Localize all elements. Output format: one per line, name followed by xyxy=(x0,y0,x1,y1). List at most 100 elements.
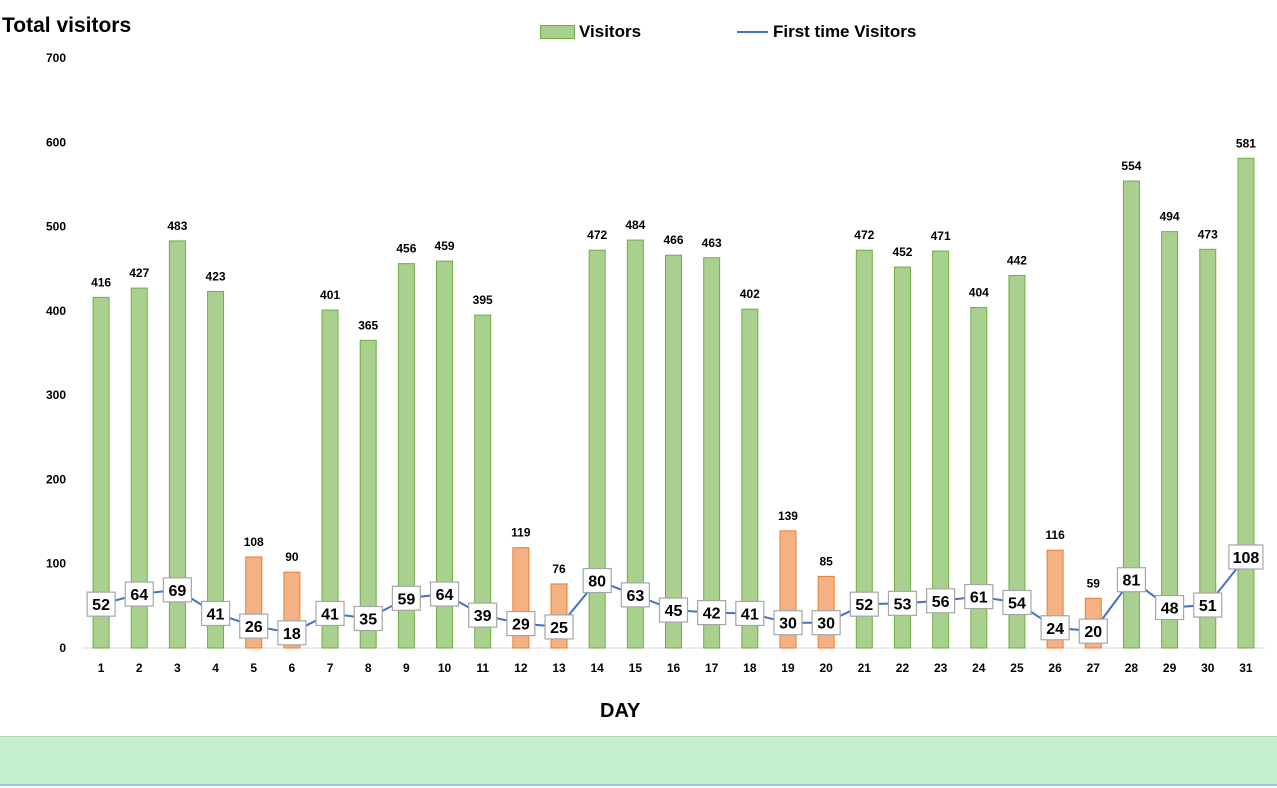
x-tick-label: 27 xyxy=(1087,661,1101,675)
bar-value-label: 395 xyxy=(473,293,493,307)
line-value-label: 51 xyxy=(1199,598,1217,615)
line-value-label: 53 xyxy=(894,596,912,613)
bar-value-label: 401 xyxy=(320,288,340,302)
x-tick-label: 14 xyxy=(590,661,604,675)
line-value-box xyxy=(1040,615,1070,641)
y-tick-label: 100 xyxy=(46,557,66,571)
line-value-box xyxy=(353,605,383,632)
line-value-label: 69 xyxy=(169,583,187,600)
bar-value-label: 76 xyxy=(552,562,566,576)
bar-value-label: 463 xyxy=(702,236,722,250)
bar-value-label: 59 xyxy=(1087,576,1101,590)
line-value-label: 59 xyxy=(397,591,415,608)
line-value-label: 30 xyxy=(817,616,835,633)
bar xyxy=(1008,274,1026,649)
x-axis-title: DAY xyxy=(600,700,641,722)
line-value-label: 63 xyxy=(626,588,644,605)
bar-value-label: 554 xyxy=(1121,159,1141,173)
bar-value-label: 472 xyxy=(854,228,874,242)
bar xyxy=(588,249,606,649)
line-value-label: 26 xyxy=(245,619,263,636)
x-tick-label: 9 xyxy=(403,661,410,675)
bar-value-label: 139 xyxy=(778,509,798,523)
line-value-box xyxy=(124,581,154,607)
line-value-label: 64 xyxy=(130,587,148,604)
x-tick-label: 15 xyxy=(629,661,643,675)
bar xyxy=(321,309,339,649)
line-value-label: 41 xyxy=(741,606,759,623)
line-value-label: 52 xyxy=(855,597,873,614)
bar xyxy=(1122,180,1140,649)
y-axis-title: Total visitors xyxy=(2,14,132,37)
line-value-label: 30 xyxy=(779,616,797,633)
line-value-box xyxy=(964,583,994,610)
x-tick-label: 12 xyxy=(514,661,528,675)
bar-value-label: 484 xyxy=(625,218,645,232)
bar xyxy=(474,314,492,649)
y-tick-label: 200 xyxy=(46,472,66,486)
bar-value-label: 494 xyxy=(1160,210,1180,224)
x-tick-label: 6 xyxy=(289,661,296,675)
line-value-label: 41 xyxy=(207,606,225,623)
line-value-box xyxy=(735,600,765,627)
line-value-label: 54 xyxy=(1008,595,1026,612)
bar-value-label: 472 xyxy=(587,228,607,242)
bar-value-label: 108 xyxy=(244,535,264,549)
line-value-box xyxy=(506,610,536,637)
x-tick-label: 30 xyxy=(1201,661,1215,675)
line-value-box xyxy=(926,588,956,614)
bar-value-label: 416 xyxy=(91,275,111,289)
line-value-box xyxy=(582,567,612,594)
bar xyxy=(932,250,950,649)
chart-plot: 0100200300400500600700416427483423108904… xyxy=(46,51,1265,675)
bar xyxy=(1199,248,1217,649)
line-value-box xyxy=(277,620,307,646)
line-value-box xyxy=(200,600,231,627)
x-tick-label: 31 xyxy=(1239,661,1253,675)
legend-label-first-time-visitors: First time Visitors xyxy=(773,22,917,41)
x-tick-label: 8 xyxy=(365,661,372,675)
x-tick-label: 22 xyxy=(896,661,910,675)
x-tick-label: 18 xyxy=(743,661,757,675)
bar-value-label: 483 xyxy=(167,219,187,233)
legend-item-visitors: Visitors xyxy=(540,22,641,42)
line-value-box xyxy=(315,600,345,627)
y-tick-label: 600 xyxy=(46,135,66,149)
line-value-label: 45 xyxy=(665,603,683,620)
bar xyxy=(359,339,377,649)
bar-value-label: 452 xyxy=(892,245,912,259)
line-value-box xyxy=(239,613,269,639)
line-value-box xyxy=(544,614,574,640)
line-value-box xyxy=(162,577,193,603)
line-value-label: 80 xyxy=(588,574,606,591)
line-value-box xyxy=(620,582,650,608)
bar xyxy=(168,240,186,649)
legend-bar-swatch xyxy=(540,25,575,39)
x-tick-label: 24 xyxy=(972,661,986,675)
bar xyxy=(92,296,110,649)
line-value-box xyxy=(1154,594,1185,621)
line-value-box xyxy=(468,602,498,628)
line-value-label: 18 xyxy=(283,626,301,643)
x-tick-label: 3 xyxy=(174,661,181,675)
line-value-box xyxy=(658,597,689,623)
line-value-box xyxy=(849,591,879,617)
x-tick-label: 7 xyxy=(327,661,334,675)
line-value-label: 42 xyxy=(703,606,721,623)
line-value-label: 61 xyxy=(970,590,988,607)
bar-value-label: 581 xyxy=(1236,136,1256,150)
x-tick-label: 11 xyxy=(476,661,489,675)
x-tick-label: 5 xyxy=(250,661,257,675)
legend-line-swatch xyxy=(737,31,768,33)
bar xyxy=(397,263,415,649)
x-tick-label: 17 xyxy=(705,661,719,675)
bar-value-label: 402 xyxy=(740,287,760,301)
line-value-label: 29 xyxy=(512,617,530,634)
x-tick-label: 26 xyxy=(1048,661,1062,675)
y-tick-label: 300 xyxy=(46,388,66,402)
bar-value-label: 423 xyxy=(206,269,226,283)
x-tick-label: 4 xyxy=(212,661,219,675)
line-value-label: 48 xyxy=(1161,601,1179,618)
bar xyxy=(893,266,911,649)
line-value-label: 108 xyxy=(1233,550,1260,567)
